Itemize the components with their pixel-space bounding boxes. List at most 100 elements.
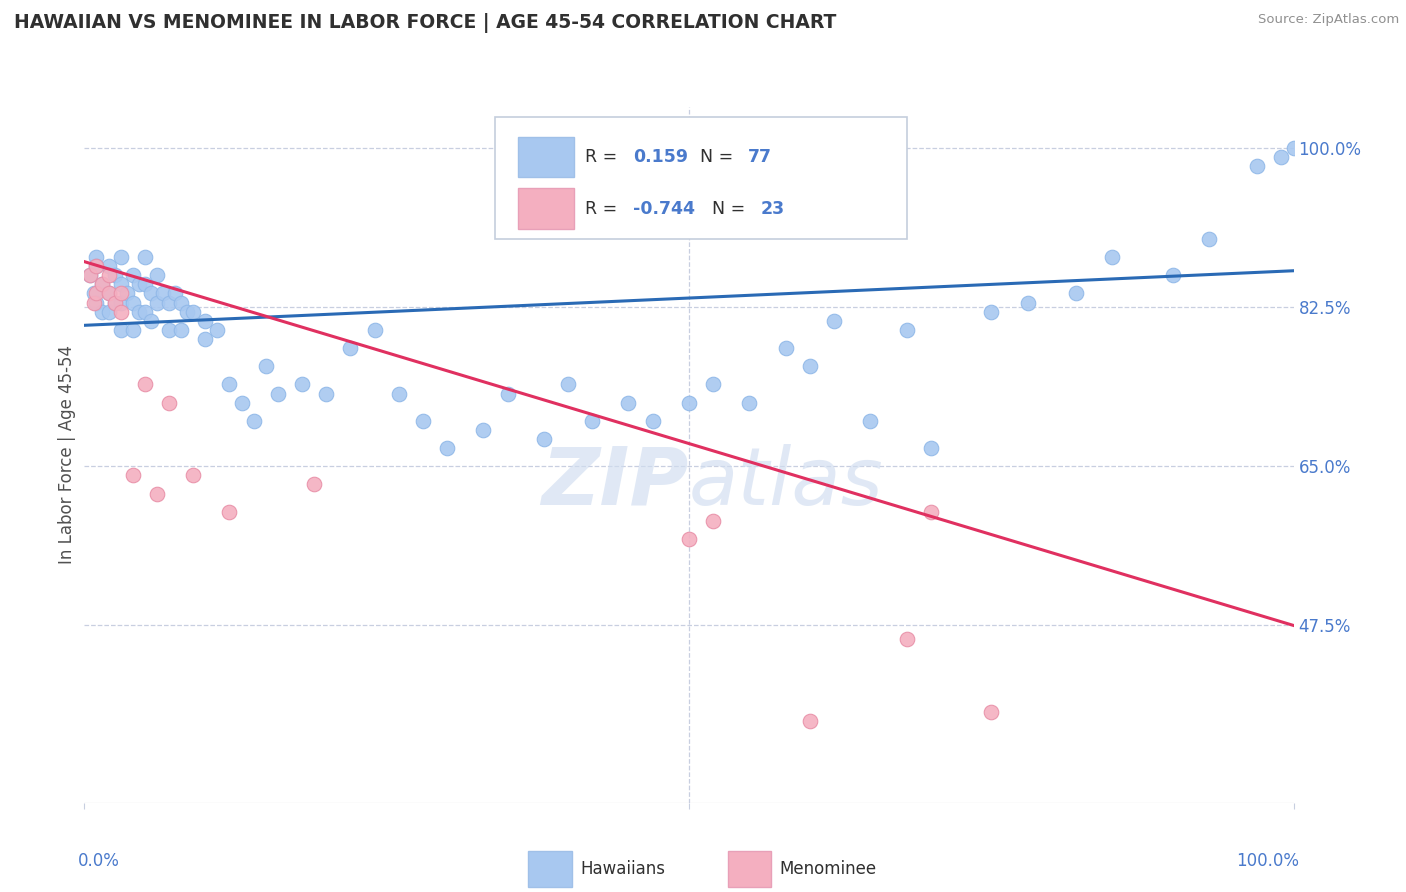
Point xyxy=(110,250,132,264)
Point xyxy=(128,277,150,292)
Point xyxy=(702,377,724,392)
Point xyxy=(291,377,314,392)
Point xyxy=(678,395,700,409)
Point xyxy=(896,632,918,646)
Point xyxy=(134,277,156,292)
Point xyxy=(146,295,169,310)
Point xyxy=(79,268,101,283)
Point xyxy=(980,705,1002,719)
Point xyxy=(181,468,204,483)
Point xyxy=(315,386,337,401)
Point xyxy=(1017,295,1039,310)
Point xyxy=(339,341,361,355)
Point xyxy=(121,468,143,483)
Point xyxy=(91,277,114,292)
Point xyxy=(121,268,143,283)
Point xyxy=(1270,150,1292,164)
Point xyxy=(218,505,240,519)
Point xyxy=(557,377,579,392)
Text: 0.0%: 0.0% xyxy=(79,852,120,870)
Point xyxy=(170,323,193,337)
Text: -0.744: -0.744 xyxy=(633,200,696,218)
Point xyxy=(617,395,640,409)
Text: N =: N = xyxy=(711,200,751,218)
Point xyxy=(1161,268,1184,283)
Point xyxy=(775,341,797,355)
Point xyxy=(91,277,114,292)
Text: N =: N = xyxy=(700,148,738,166)
Point xyxy=(134,304,156,318)
Text: 77: 77 xyxy=(748,148,772,166)
Point xyxy=(896,323,918,337)
Point xyxy=(97,268,120,283)
Point xyxy=(581,414,603,428)
Point xyxy=(110,304,132,318)
Text: atlas: atlas xyxy=(689,443,884,522)
Point xyxy=(678,532,700,546)
Text: ZIP: ZIP xyxy=(541,443,689,522)
Point xyxy=(231,395,253,409)
Point xyxy=(83,295,105,310)
Point xyxy=(86,286,108,301)
Point xyxy=(104,268,127,283)
Point xyxy=(152,286,174,301)
Text: R =: R = xyxy=(585,200,623,218)
Text: 23: 23 xyxy=(761,200,785,218)
Point xyxy=(97,304,120,318)
Point xyxy=(496,386,519,401)
Point xyxy=(91,304,114,318)
Point xyxy=(121,295,143,310)
Point xyxy=(859,414,882,428)
Point xyxy=(79,268,101,283)
Point xyxy=(139,314,162,328)
Point xyxy=(388,386,411,401)
Text: HAWAIIAN VS MENOMINEE IN LABOR FORCE | AGE 45-54 CORRELATION CHART: HAWAIIAN VS MENOMINEE IN LABOR FORCE | A… xyxy=(14,13,837,33)
Point xyxy=(146,486,169,500)
Point xyxy=(702,514,724,528)
Point xyxy=(267,386,290,401)
Point xyxy=(170,295,193,310)
Point xyxy=(157,295,180,310)
Point xyxy=(194,332,217,346)
Point xyxy=(412,414,434,428)
Text: 100.0%: 100.0% xyxy=(1236,852,1299,870)
Point xyxy=(363,323,385,337)
Point xyxy=(799,359,821,374)
Point xyxy=(533,432,555,446)
Point xyxy=(218,377,240,392)
Point xyxy=(1101,250,1123,264)
Point xyxy=(472,423,495,437)
Point xyxy=(1064,286,1087,301)
Text: Menominee: Menominee xyxy=(780,860,877,878)
Point xyxy=(242,414,264,428)
Point xyxy=(980,304,1002,318)
Point xyxy=(86,259,108,273)
Point xyxy=(97,286,120,301)
Point xyxy=(799,714,821,728)
Point xyxy=(110,323,132,337)
Point xyxy=(115,286,138,301)
Point xyxy=(823,314,845,328)
Text: 0.159: 0.159 xyxy=(633,148,689,166)
Point xyxy=(104,295,127,310)
Point xyxy=(83,286,105,301)
Point xyxy=(302,477,325,491)
Point xyxy=(1198,232,1220,246)
Point xyxy=(97,259,120,273)
Point xyxy=(146,268,169,283)
Point xyxy=(128,304,150,318)
Point xyxy=(104,295,127,310)
FancyBboxPatch shape xyxy=(519,136,574,177)
Point xyxy=(1246,159,1268,173)
Point xyxy=(110,277,132,292)
Y-axis label: In Labor Force | Age 45-54: In Labor Force | Age 45-54 xyxy=(58,345,76,565)
FancyBboxPatch shape xyxy=(519,188,574,228)
Point xyxy=(176,304,198,318)
Point xyxy=(110,295,132,310)
Point xyxy=(86,295,108,310)
Point xyxy=(97,286,120,301)
Point xyxy=(436,441,458,455)
Point xyxy=(134,377,156,392)
Point xyxy=(110,286,132,301)
Point xyxy=(641,414,664,428)
